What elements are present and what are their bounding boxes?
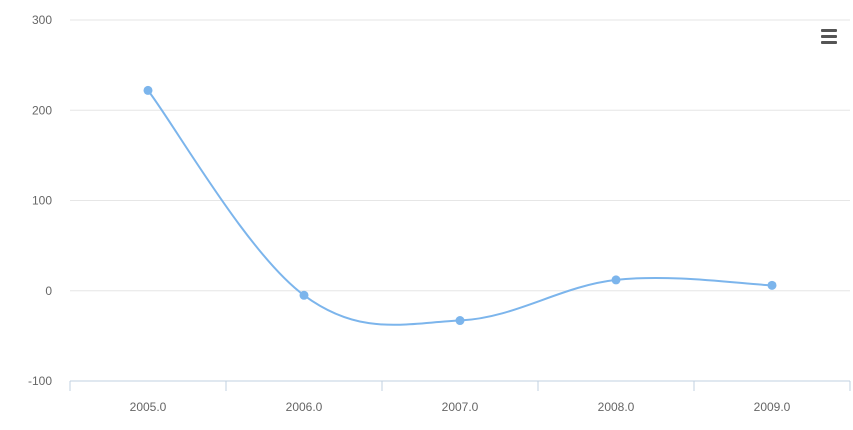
y-tick-label: 100 [32, 194, 52, 208]
hamburger-menu-icon [818, 26, 840, 46]
x-tick-label: 2005.0 [130, 400, 167, 414]
y-tick-label: -100 [28, 374, 52, 388]
y-tick-label: 300 [32, 13, 52, 27]
y-tick-label: 0 [45, 284, 52, 298]
x-tick-label: 2006.0 [286, 400, 323, 414]
data-point[interactable] [299, 290, 309, 300]
data-point[interactable] [455, 316, 465, 326]
data-point[interactable] [767, 280, 777, 290]
y-tick-label: 200 [32, 103, 52, 117]
series-line [147, 89, 773, 326]
x-tick-label: 2009.0 [754, 400, 791, 414]
x-tick-label: 2007.0 [442, 400, 479, 414]
data-point[interactable] [143, 85, 153, 95]
x-tick-label: 2008.0 [598, 400, 635, 414]
data-point[interactable] [611, 275, 621, 285]
chart-menu-button[interactable] [818, 26, 840, 46]
